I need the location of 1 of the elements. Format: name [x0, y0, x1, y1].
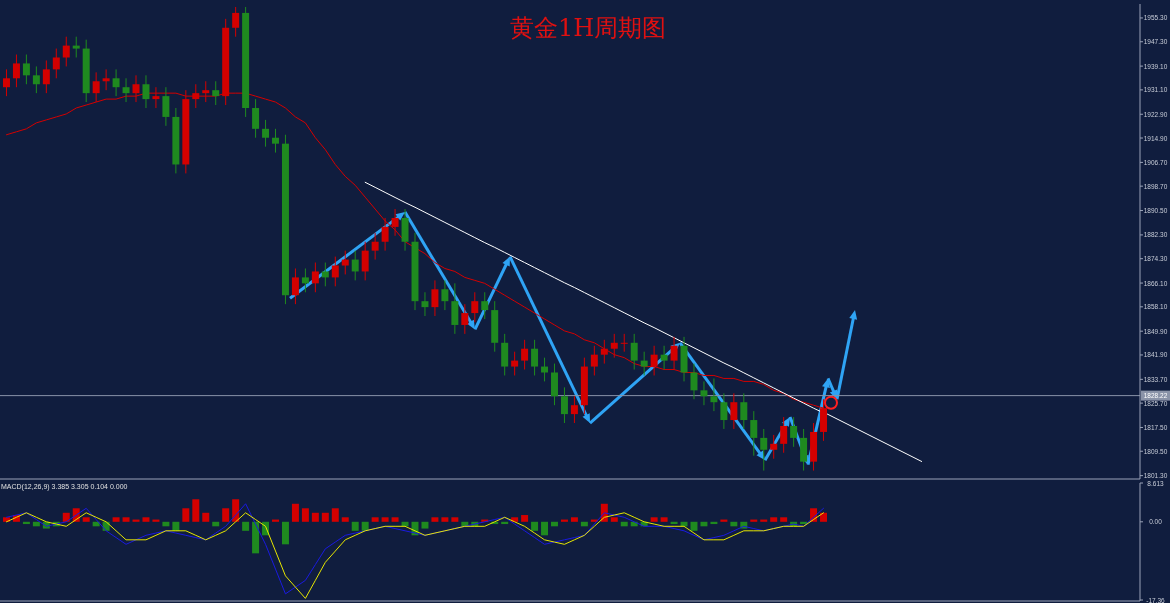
chart-title: 黄金1H周期图 — [509, 14, 667, 42]
